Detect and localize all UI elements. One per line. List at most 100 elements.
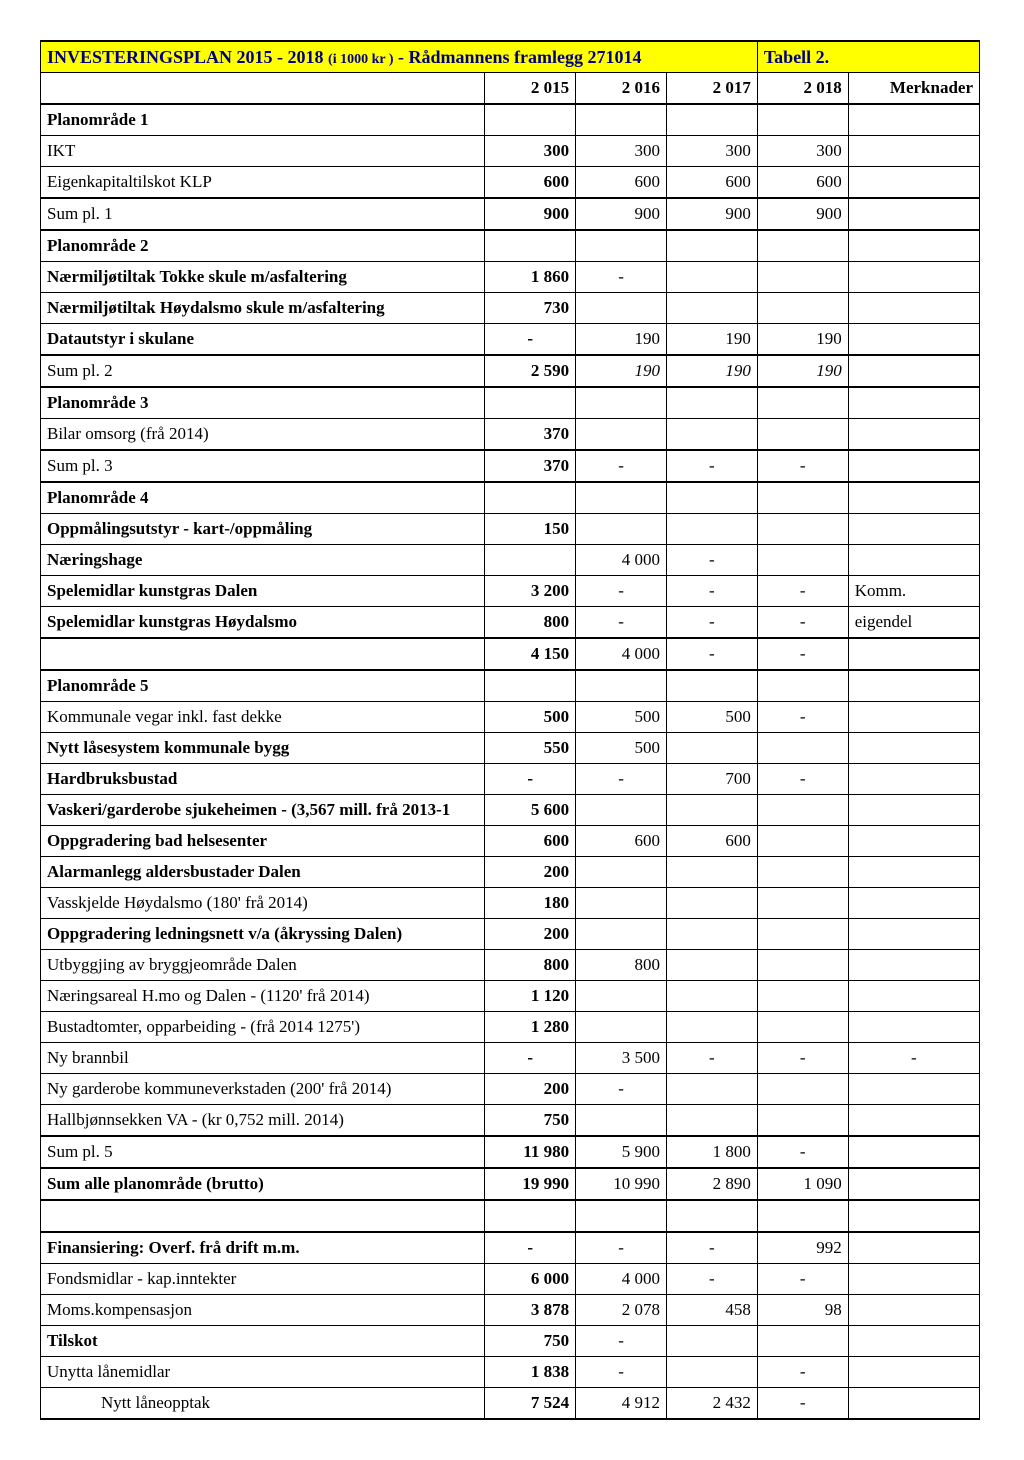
cell: 200 bbox=[485, 1074, 576, 1105]
cell: - bbox=[576, 1232, 667, 1264]
cell bbox=[666, 482, 757, 514]
cell: 2 890 bbox=[666, 1168, 757, 1200]
cell: 5 900 bbox=[576, 1136, 667, 1168]
cell: 4 150 bbox=[485, 638, 576, 670]
cell bbox=[757, 857, 848, 888]
cell: 600 bbox=[576, 167, 667, 199]
cell: 6 000 bbox=[485, 1264, 576, 1295]
row-label: Planområde 4 bbox=[41, 482, 485, 514]
row-label bbox=[41, 1200, 485, 1232]
cell bbox=[576, 104, 667, 136]
row-label: Unytta lånemidlar bbox=[41, 1357, 485, 1388]
table-row: Nærmiljøtiltak Høydalsmo skule m/asfalte… bbox=[41, 293, 980, 324]
cell: - bbox=[757, 764, 848, 795]
cell bbox=[666, 1012, 757, 1043]
cell: 3 200 bbox=[485, 576, 576, 607]
cell: - bbox=[485, 1043, 576, 1074]
row-label: Planområde 5 bbox=[41, 670, 485, 702]
cell bbox=[848, 764, 979, 795]
header-2018: 2 018 bbox=[757, 73, 848, 105]
table-row bbox=[41, 1200, 980, 1232]
cell bbox=[848, 1357, 979, 1388]
table-row: Oppgradering bad helsesenter600600600 bbox=[41, 826, 980, 857]
cell: 300 bbox=[576, 136, 667, 167]
table-row: Alarmanlegg aldersbustader Dalen200 bbox=[41, 857, 980, 888]
cell: - bbox=[757, 702, 848, 733]
cell: 2 590 bbox=[485, 355, 576, 387]
cell bbox=[848, 1074, 979, 1105]
table-row: Planområde 3 bbox=[41, 387, 980, 419]
cell bbox=[666, 1200, 757, 1232]
cell bbox=[848, 514, 979, 545]
cell: - bbox=[576, 262, 667, 293]
row-label: Finansiering: Overf. frå drift m.m. bbox=[41, 1232, 485, 1264]
cell: - bbox=[576, 576, 667, 607]
table-row: Oppgradering ledningsnett v/a (åkryssing… bbox=[41, 919, 980, 950]
cell bbox=[666, 981, 757, 1012]
investment-plan-table: INVESTERINGSPLAN 2015 - 2018 (i 1000 kr … bbox=[40, 40, 980, 1420]
cell: 4 000 bbox=[576, 638, 667, 670]
header-2016: 2 016 bbox=[576, 73, 667, 105]
cell: 150 bbox=[485, 514, 576, 545]
row-label: Bilar omsorg (frå 2014) bbox=[41, 419, 485, 451]
cell bbox=[848, 919, 979, 950]
cell: 900 bbox=[666, 198, 757, 230]
cell: 800 bbox=[485, 607, 576, 639]
cell: - bbox=[757, 450, 848, 482]
cell: - bbox=[485, 764, 576, 795]
table-row: IKT300300300300 bbox=[41, 136, 980, 167]
cell: 4 000 bbox=[576, 545, 667, 576]
table-row: 4 1504 000-- bbox=[41, 638, 980, 670]
cell bbox=[576, 230, 667, 262]
table-row: Bilar omsorg (frå 2014)370 bbox=[41, 419, 980, 451]
row-label: Nytt låneopptak bbox=[41, 1388, 485, 1420]
cell bbox=[576, 670, 667, 702]
cell bbox=[848, 1295, 979, 1326]
table-row: Næringsareal H.mo og Dalen - (1120' frå … bbox=[41, 981, 980, 1012]
cell: 458 bbox=[666, 1295, 757, 1326]
row-label: Næringsareal H.mo og Dalen - (1120' frå … bbox=[41, 981, 485, 1012]
cell: 600 bbox=[666, 167, 757, 199]
row-label: Eigenkapitaltilskot KLP bbox=[41, 167, 485, 199]
cell bbox=[848, 230, 979, 262]
table-row: Ny brannbil-3 500--- bbox=[41, 1043, 980, 1074]
cell bbox=[666, 230, 757, 262]
cell: - bbox=[666, 1232, 757, 1264]
cell bbox=[666, 104, 757, 136]
cell: 5 600 bbox=[485, 795, 576, 826]
header-2015: 2 015 bbox=[485, 73, 576, 105]
cell bbox=[666, 1074, 757, 1105]
row-label: IKT bbox=[41, 136, 485, 167]
cell: - bbox=[666, 545, 757, 576]
cell bbox=[757, 230, 848, 262]
cell bbox=[576, 482, 667, 514]
cell bbox=[576, 888, 667, 919]
cell bbox=[757, 262, 848, 293]
cell: 800 bbox=[485, 950, 576, 981]
cell: 1 838 bbox=[485, 1357, 576, 1388]
row-label: Hardbruksbustad bbox=[41, 764, 485, 795]
cell bbox=[848, 450, 979, 482]
cell bbox=[848, 1012, 979, 1043]
cell: - bbox=[666, 450, 757, 482]
table-row: Planområde 1 bbox=[41, 104, 980, 136]
cell: - bbox=[757, 1264, 848, 1295]
row-label: Oppmålingsutstyr - kart-/oppmåling bbox=[41, 514, 485, 545]
cell bbox=[757, 795, 848, 826]
cell bbox=[848, 1168, 979, 1200]
table-row: Ny garderobe kommuneverkstaden (200' frå… bbox=[41, 1074, 980, 1105]
cell: 98 bbox=[757, 1295, 848, 1326]
cell bbox=[848, 888, 979, 919]
cell: 750 bbox=[485, 1105, 576, 1137]
cell bbox=[576, 1200, 667, 1232]
cell: 10 990 bbox=[576, 1168, 667, 1200]
table-row: Utbyggjing av bryggjeområde Dalen800800 bbox=[41, 950, 980, 981]
row-label: Utbyggjing av bryggjeområde Dalen bbox=[41, 950, 485, 981]
cell bbox=[576, 293, 667, 324]
cell bbox=[848, 1105, 979, 1137]
cell bbox=[757, 670, 848, 702]
row-label: Oppgradering bad helsesenter bbox=[41, 826, 485, 857]
row-label: Sum pl. 3 bbox=[41, 450, 485, 482]
cell: 3 500 bbox=[576, 1043, 667, 1074]
header-merknader: Merknader bbox=[848, 73, 979, 105]
